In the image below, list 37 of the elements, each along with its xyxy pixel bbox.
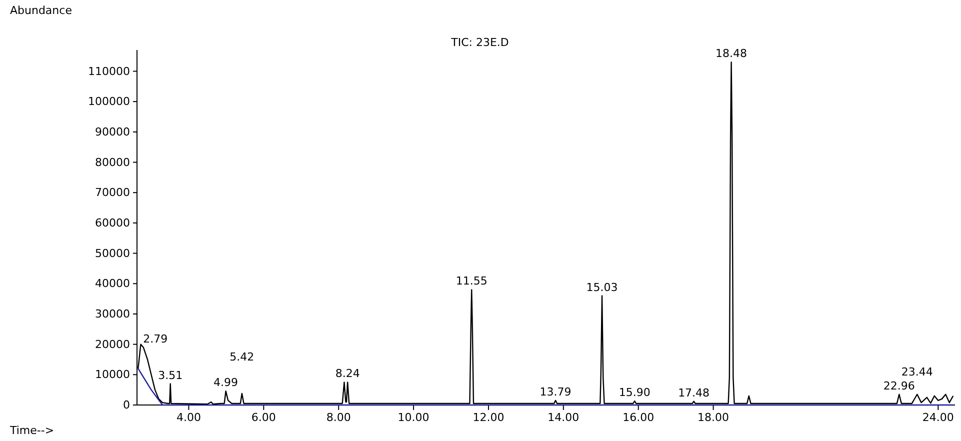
y-tick-label: 60000 [95,216,130,230]
annotation: 3.51 [158,368,183,382]
annotation: 23.44 [901,365,933,378]
annotation: 15.90 [618,386,650,400]
y-axis-title: Abundance [10,4,72,17]
annotation: 15.03 [586,280,618,294]
annotation: 5.42 [230,350,254,364]
y-tick-label: 40000 [95,277,130,290]
x-axis-title: Time--> [9,424,54,437]
annotation: 4.99 [214,376,238,390]
x-tick-label: 14.00 [548,410,580,424]
y-tick-label: 70000 [95,186,130,200]
x-tick-label: 12.00 [472,410,504,424]
annotation: 2.79 [143,332,168,346]
y-tick-label: 10000 [95,368,130,382]
y-tick-label: 50000 [95,246,130,260]
y-tick-label: 30000 [95,307,130,320]
chart-title: TIC: 23E.D [450,36,509,49]
x-tick-label: 6.00 [251,410,276,424]
annotation: 17.48 [678,386,710,400]
y-tick-label: 0 [123,398,130,412]
annotation: 13.79 [540,385,572,398]
x-tick-label: 24.00 [922,410,954,424]
annotation: 22.96 [883,379,915,392]
y-tick-label: 90000 [95,125,130,138]
y-tick-label: 110000 [88,64,130,78]
annotation: 18.48 [716,47,748,60]
y-tick-label: 80000 [95,156,130,169]
y-tick-label: 20000 [95,338,130,351]
annotation: 8.24 [335,367,360,380]
x-tick-label: 16.00 [622,410,654,424]
y-tick-label: 100000 [88,95,130,108]
x-tick-label: 18.00 [698,410,730,424]
x-tick-label: 8.00 [326,410,351,424]
annotation: 11.55 [456,274,488,288]
x-tick-label: 4.00 [176,410,201,424]
x-tick-label: 10.00 [398,410,430,424]
